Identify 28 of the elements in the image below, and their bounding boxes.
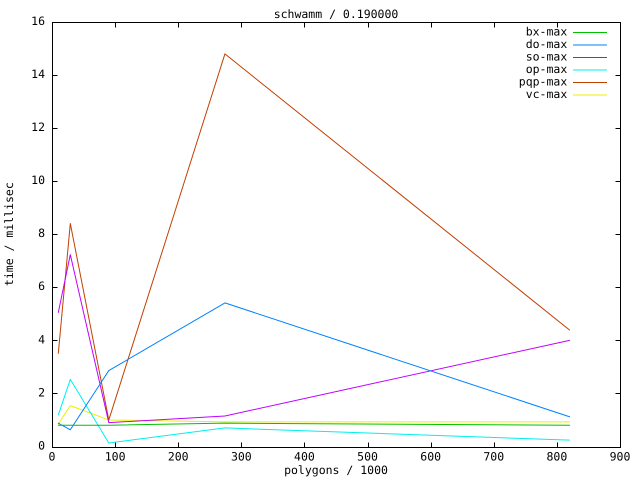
y-tick-label: 16	[31, 14, 46, 28]
y-tick-label: 10	[31, 173, 46, 188]
legend-label: bx-max	[526, 24, 568, 39]
x-tick-label: 200	[168, 449, 189, 464]
legend-label: pqp-max	[518, 74, 568, 89]
x-tick-label: 800	[546, 449, 568, 464]
legend-label: vc-max	[526, 87, 568, 102]
y-tick-label: 2	[38, 385, 45, 400]
legend-label: do-max	[526, 37, 568, 52]
y-axis-title: time / millisec	[2, 182, 16, 286]
y-tick-label: 6	[38, 279, 46, 294]
x-axis-title: polygons / 1000	[284, 463, 388, 478]
y-tick-label: 14	[31, 66, 46, 81]
x-tick-label: 900	[610, 449, 630, 464]
x-tick-label: 400	[294, 449, 315, 464]
x-tick-label: 300	[230, 449, 252, 464]
y-tick-label: 12	[31, 120, 45, 134]
y-tick-label: 0	[38, 438, 46, 452]
x-tick-label: 600	[420, 449, 442, 464]
x-tick-label: 0	[48, 449, 56, 464]
legend-label: so-max	[526, 50, 568, 64]
y-tick-label: 8	[38, 226, 46, 240]
x-tick-label: 700	[483, 449, 504, 464]
y-tick-label: 4	[38, 332, 46, 346]
x-tick-label: 100	[104, 449, 126, 464]
legend-label: op-max	[526, 62, 568, 76]
x-tick-label: 500	[357, 449, 378, 464]
chart-title: schwamm / 0.190000	[274, 6, 398, 21]
